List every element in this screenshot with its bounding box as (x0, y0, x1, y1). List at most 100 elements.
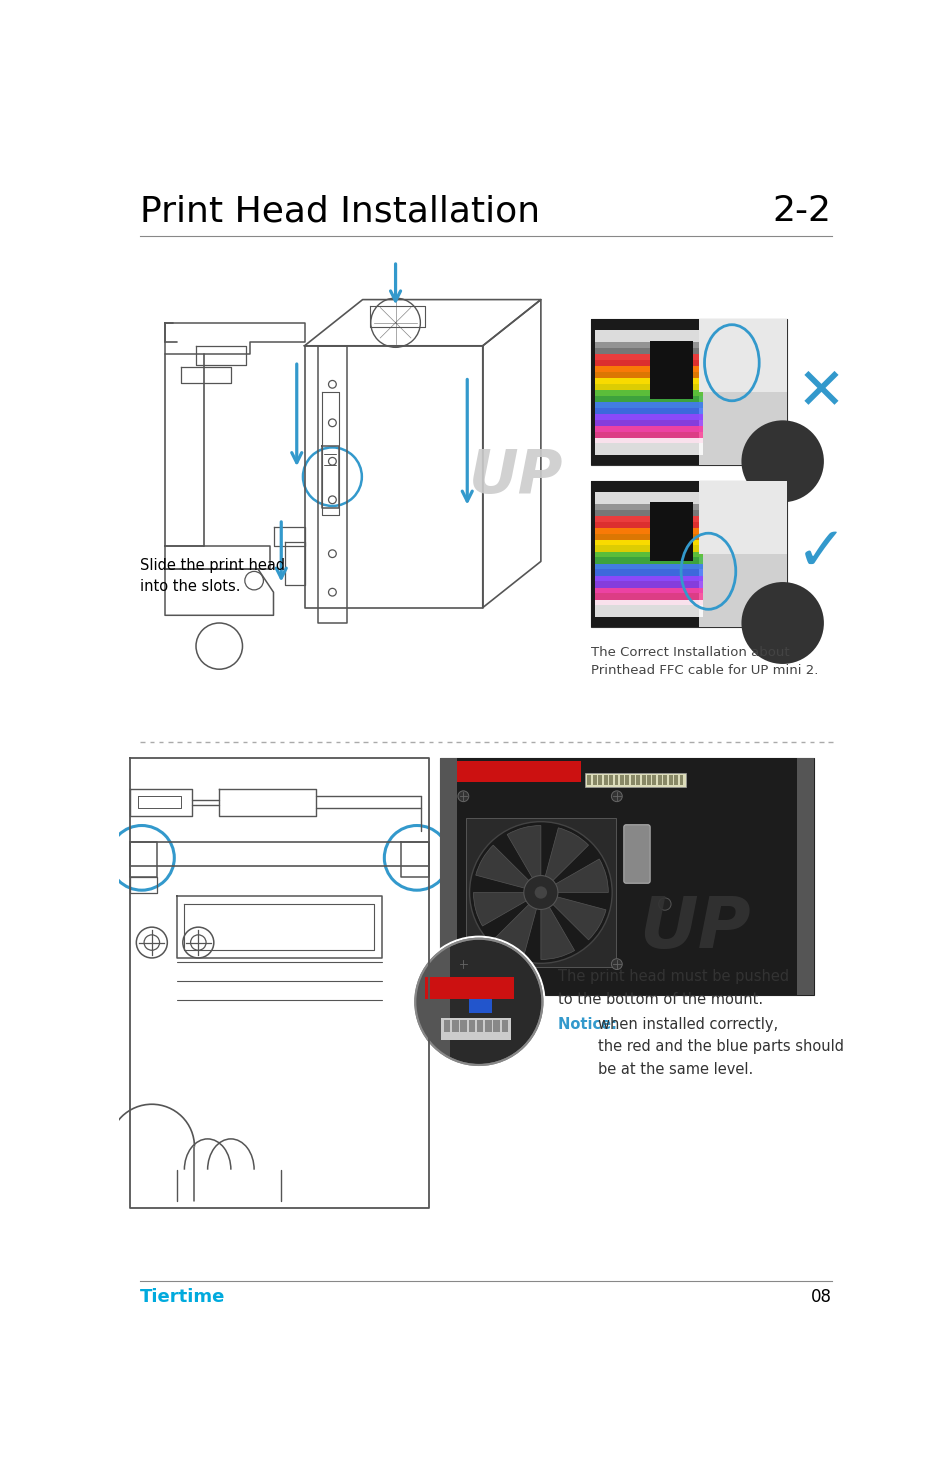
FancyBboxPatch shape (598, 775, 602, 785)
FancyBboxPatch shape (595, 504, 702, 522)
FancyBboxPatch shape (624, 825, 650, 883)
Circle shape (469, 822, 612, 963)
FancyBboxPatch shape (595, 343, 702, 360)
Wedge shape (476, 845, 541, 892)
Wedge shape (493, 892, 541, 957)
Circle shape (741, 420, 824, 503)
FancyBboxPatch shape (440, 757, 457, 995)
Wedge shape (541, 858, 609, 892)
FancyBboxPatch shape (609, 775, 613, 785)
FancyBboxPatch shape (585, 773, 685, 786)
FancyBboxPatch shape (652, 775, 656, 785)
Circle shape (535, 886, 547, 898)
FancyBboxPatch shape (588, 775, 592, 785)
FancyBboxPatch shape (595, 588, 702, 606)
Wedge shape (507, 826, 541, 892)
Text: ✕: ✕ (797, 363, 846, 420)
Wedge shape (541, 892, 574, 960)
FancyBboxPatch shape (699, 481, 787, 626)
FancyBboxPatch shape (649, 503, 693, 562)
FancyBboxPatch shape (485, 1020, 492, 1032)
FancyBboxPatch shape (595, 551, 702, 569)
FancyBboxPatch shape (636, 775, 640, 785)
Text: when installed correctly,
the red and the blue parts should
be at the same level: when installed correctly, the red and th… (598, 1017, 845, 1076)
FancyBboxPatch shape (415, 939, 450, 1064)
Circle shape (458, 958, 469, 970)
FancyBboxPatch shape (658, 775, 662, 785)
FancyBboxPatch shape (592, 319, 787, 465)
FancyBboxPatch shape (441, 1017, 511, 1039)
FancyBboxPatch shape (595, 378, 702, 395)
FancyBboxPatch shape (595, 415, 702, 432)
Text: The print head must be pushed
to the bottom of the mount.: The print head must be pushed to the bot… (558, 970, 789, 1007)
FancyBboxPatch shape (668, 775, 673, 785)
Circle shape (741, 582, 824, 664)
FancyBboxPatch shape (595, 492, 702, 510)
FancyBboxPatch shape (595, 354, 702, 372)
FancyBboxPatch shape (592, 481, 787, 626)
Text: Tiertime: Tiertime (140, 1288, 226, 1305)
FancyBboxPatch shape (494, 1020, 500, 1032)
FancyBboxPatch shape (620, 775, 624, 785)
FancyBboxPatch shape (457, 761, 581, 782)
FancyBboxPatch shape (595, 528, 702, 545)
FancyBboxPatch shape (595, 331, 702, 348)
FancyBboxPatch shape (477, 1020, 483, 1032)
FancyBboxPatch shape (452, 1020, 459, 1032)
Circle shape (659, 898, 671, 910)
FancyBboxPatch shape (469, 1000, 492, 1013)
Wedge shape (541, 828, 589, 892)
FancyBboxPatch shape (595, 401, 702, 419)
FancyBboxPatch shape (647, 775, 651, 785)
FancyBboxPatch shape (674, 775, 678, 785)
Circle shape (611, 958, 622, 970)
FancyBboxPatch shape (595, 539, 702, 557)
FancyBboxPatch shape (630, 775, 634, 785)
FancyBboxPatch shape (444, 1020, 450, 1032)
FancyBboxPatch shape (699, 481, 787, 554)
FancyBboxPatch shape (592, 481, 699, 626)
Circle shape (412, 935, 545, 1069)
Text: 2-2: 2-2 (773, 194, 831, 228)
FancyBboxPatch shape (699, 319, 787, 465)
FancyBboxPatch shape (595, 426, 702, 444)
FancyBboxPatch shape (604, 775, 608, 785)
FancyBboxPatch shape (595, 600, 702, 617)
FancyBboxPatch shape (680, 775, 684, 785)
FancyBboxPatch shape (595, 438, 702, 456)
Text: ✓: ✓ (795, 525, 848, 584)
FancyBboxPatch shape (592, 775, 596, 785)
Text: The Correct Installation about
Printhead FFC cable for UP mini 2.: The Correct Installation about Printhead… (592, 647, 819, 678)
FancyBboxPatch shape (649, 341, 693, 400)
Circle shape (458, 791, 469, 801)
FancyBboxPatch shape (595, 516, 702, 534)
Circle shape (415, 939, 542, 1064)
FancyBboxPatch shape (699, 319, 787, 392)
Wedge shape (541, 892, 606, 939)
FancyBboxPatch shape (626, 775, 629, 785)
Text: Print Head Installation: Print Head Installation (140, 194, 540, 228)
Text: 08: 08 (811, 1288, 831, 1305)
FancyBboxPatch shape (595, 390, 702, 407)
Text: Slide the print head
into the slots.: Slide the print head into the slots. (140, 557, 285, 594)
Text: Notice:: Notice: (558, 1017, 622, 1032)
FancyBboxPatch shape (457, 757, 797, 995)
Text: UP: UP (639, 894, 751, 963)
FancyBboxPatch shape (595, 366, 702, 384)
FancyBboxPatch shape (461, 1020, 466, 1032)
Text: UP: UP (468, 447, 563, 506)
FancyBboxPatch shape (664, 775, 667, 785)
FancyBboxPatch shape (595, 563, 702, 581)
FancyBboxPatch shape (425, 976, 514, 998)
FancyBboxPatch shape (595, 576, 702, 594)
Circle shape (611, 791, 622, 801)
Wedge shape (473, 892, 541, 926)
FancyBboxPatch shape (440, 757, 814, 995)
FancyBboxPatch shape (465, 817, 616, 967)
Circle shape (524, 876, 558, 910)
FancyBboxPatch shape (468, 1020, 475, 1032)
FancyBboxPatch shape (642, 775, 646, 785)
FancyBboxPatch shape (592, 319, 699, 465)
FancyBboxPatch shape (614, 775, 618, 785)
Circle shape (415, 939, 542, 1064)
